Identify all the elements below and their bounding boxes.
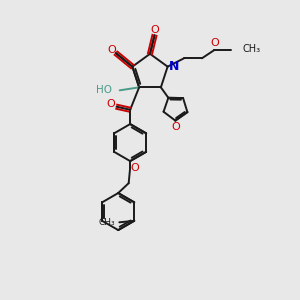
Text: O: O (210, 38, 219, 48)
Text: O: O (130, 163, 139, 173)
Text: O: O (150, 25, 159, 35)
Text: N: N (169, 59, 179, 73)
Text: O: O (108, 45, 116, 55)
Text: CH₃: CH₃ (242, 44, 260, 54)
Text: CH₃: CH₃ (98, 218, 115, 227)
Text: O: O (106, 99, 115, 109)
Text: O: O (172, 122, 181, 132)
Text: HO: HO (96, 85, 112, 95)
